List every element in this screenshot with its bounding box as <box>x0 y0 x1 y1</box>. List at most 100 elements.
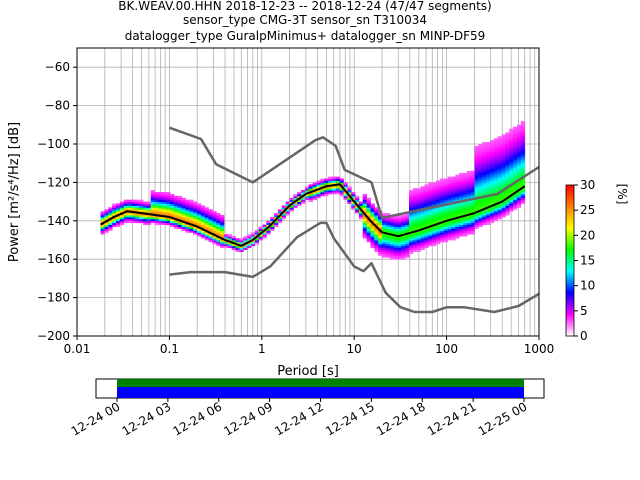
heatmap-cell <box>412 220 418 224</box>
heatmap-cell <box>243 236 248 239</box>
heatmap-cell <box>501 180 506 183</box>
heatmap-cell <box>181 209 186 212</box>
heatmap-cell <box>486 211 491 214</box>
heatmap-cell <box>401 245 406 249</box>
heatmap-cell <box>258 230 263 233</box>
heatmap-cell <box>466 222 472 226</box>
heatmap-cell <box>474 205 479 208</box>
heatmap-cell <box>378 251 383 254</box>
heatmap-cell <box>486 188 491 191</box>
heatmap-cell <box>405 247 410 250</box>
heatmap-cell <box>397 247 402 250</box>
heatmap-cell <box>424 243 429 247</box>
heatmap-cell <box>204 216 209 220</box>
heatmap-cell <box>436 199 441 202</box>
heatmap-cell <box>104 215 109 218</box>
heatmap-cell <box>393 236 398 239</box>
heatmap-cell <box>459 216 464 220</box>
heatmap-cell <box>351 193 356 197</box>
heatmap-cell <box>285 209 290 212</box>
heatmap-cell <box>231 245 236 249</box>
heatmap-cell <box>509 172 514 176</box>
heatmap-cell <box>227 241 233 245</box>
heatmap-cell <box>409 216 414 220</box>
heatmap-cell <box>505 203 510 206</box>
heatmap-cell <box>474 220 479 224</box>
heatmap-cell <box>416 195 421 199</box>
heatmap-cell <box>412 228 418 231</box>
heatmap-cell <box>478 180 483 183</box>
heatmap-cell <box>428 228 433 231</box>
heatmap-cell <box>142 201 148 204</box>
colorbar-tick-label: 0 <box>580 329 588 343</box>
heatmap-cell <box>409 209 414 212</box>
heatmap-cell <box>193 209 198 212</box>
y-tick-label: −140 <box>37 214 70 228</box>
heatmap-cell <box>489 157 495 160</box>
heatmap-cell <box>509 209 514 212</box>
heatmap-cell <box>169 205 175 208</box>
y-tick-label: −200 <box>37 329 70 343</box>
heatmap-cell <box>420 241 425 245</box>
heatmap-cell <box>127 199 132 202</box>
heatmap-cell <box>150 199 155 202</box>
heatmap-cell <box>397 251 402 254</box>
heatmap-cell <box>416 249 421 252</box>
heatmap-cell <box>505 157 510 160</box>
chart-title-line3: datalogger_type GuralpMinimus+ datalogge… <box>125 29 486 43</box>
heatmap-cell <box>382 230 387 233</box>
heatmap-cell <box>470 226 475 229</box>
heatmap-cell <box>497 178 502 181</box>
heatmap-cell <box>185 230 190 233</box>
heatmap-cell <box>362 228 368 231</box>
heatmap-cell <box>196 230 202 233</box>
heatmap-cell <box>409 215 414 218</box>
heatmap-cell <box>470 203 475 206</box>
heatmap-cell <box>482 176 487 179</box>
heatmap-cell <box>501 163 506 166</box>
heatmap-cell <box>493 197 499 201</box>
heatmap-cell <box>424 228 429 231</box>
heatmap-cell <box>462 188 468 191</box>
heatmap-cell <box>412 226 418 229</box>
heatmap-cell <box>158 203 163 206</box>
heatmap-cell <box>462 220 468 224</box>
heatmap-cell <box>274 222 279 226</box>
heatmap-cell <box>482 142 487 145</box>
heatmap-cell <box>150 211 155 214</box>
heatmap-cell <box>501 215 506 218</box>
heatmap-cell <box>509 159 514 162</box>
heatmap-cell <box>196 218 202 222</box>
heatmap-cell <box>520 182 526 185</box>
heatmap-cell <box>455 207 460 210</box>
heatmap-cell <box>520 178 526 181</box>
heatmap-cell <box>509 203 514 206</box>
heatmap-cell <box>100 224 105 227</box>
heatmap-cell <box>401 241 406 245</box>
heatmap-cell <box>443 224 448 227</box>
colorbar-gradient <box>565 184 575 337</box>
heatmap-cell <box>439 192 445 195</box>
heatmap-cell <box>393 257 398 260</box>
heatmap-cell <box>412 249 418 252</box>
heatmap-cell <box>366 222 371 226</box>
heatmap-cell <box>505 201 510 204</box>
heatmap-cell <box>489 216 495 220</box>
heatmap-cell <box>320 193 325 197</box>
heatmap-cell <box>412 238 418 241</box>
heatmap-cell <box>474 163 479 166</box>
heatmap-cell <box>343 197 348 201</box>
heatmap-cell <box>189 211 194 214</box>
heatmap-cell <box>428 241 433 245</box>
heatmap-cell <box>516 147 522 151</box>
heatmap-cell <box>455 211 460 214</box>
heatmap-cell <box>424 211 429 214</box>
heatmap-cell <box>482 205 487 208</box>
heatmap-cell <box>443 193 448 197</box>
heatmap-cell <box>316 180 321 183</box>
heatmap-cell <box>478 211 483 214</box>
heatmap-cell <box>397 230 402 233</box>
heatmap-cell <box>509 161 514 164</box>
heatmap-cell <box>212 213 217 216</box>
heatmap-cell <box>451 228 456 231</box>
